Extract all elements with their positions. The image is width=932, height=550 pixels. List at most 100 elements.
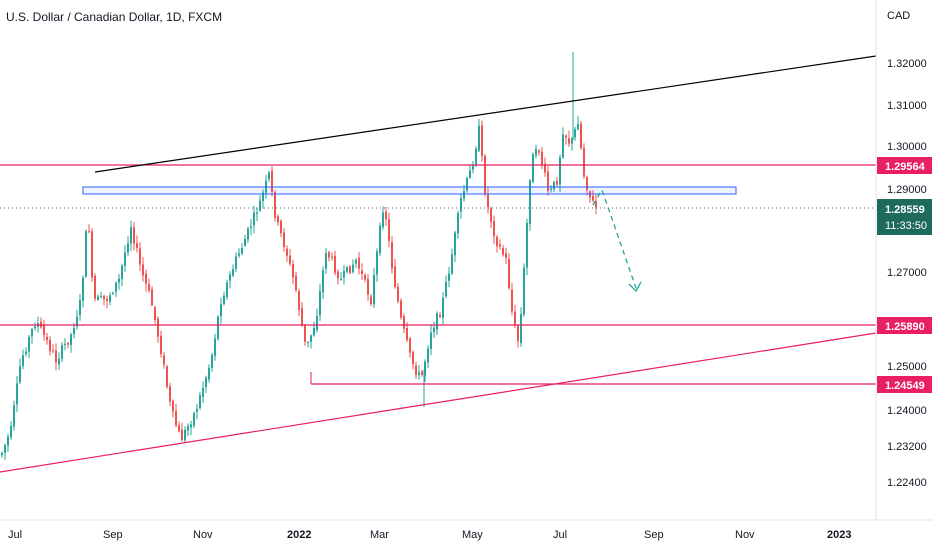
- current-price-badge-bg: [877, 199, 932, 235]
- candle-body: [580, 123, 582, 148]
- candle-body: [319, 290, 321, 316]
- candle-body: [235, 256, 237, 269]
- price-tick-label: 1.32000: [887, 58, 927, 70]
- projection-arrow[interactable]: [592, 188, 637, 289]
- candle-body: [526, 223, 528, 268]
- candle-body: [217, 316, 219, 339]
- candle-body: [514, 311, 516, 326]
- price-axis[interactable]: 1.32000 1.31000 1.30000 1.29000 1.27000 1.250…: [887, 58, 927, 489]
- resistance-zone[interactable]: [82, 186, 737, 195]
- candle-body: [88, 231, 90, 233]
- time-axis[interactable]: Jul Sep Nov 2022 Mar May Jul Sep Nov 2023: [8, 529, 851, 541]
- candle-body: [382, 212, 384, 228]
- candle-body: [187, 425, 189, 431]
- candle-body: [181, 429, 183, 441]
- candle-body: [193, 413, 195, 426]
- price-tick-label: 1.24000: [887, 405, 927, 417]
- candle-body: [412, 351, 414, 365]
- candle-body: [295, 275, 297, 290]
- candle-body: [397, 286, 399, 302]
- candle-body: [241, 247, 243, 254]
- candle-body: [112, 293, 114, 294]
- candle-body: [232, 269, 234, 276]
- candle-body: [502, 247, 504, 255]
- candle-body: [199, 395, 201, 408]
- candle-body: [325, 253, 327, 269]
- candle-body: [370, 296, 372, 304]
- candle-body: [367, 279, 369, 295]
- candle-body: [409, 338, 411, 353]
- candle-body: [172, 400, 174, 412]
- candle-body: [487, 194, 489, 208]
- candle-body: [469, 170, 471, 178]
- candle-body: [361, 270, 363, 274]
- candle-body: [340, 279, 342, 280]
- time-tick-label: 2023: [827, 529, 851, 541]
- candle-body: [304, 325, 306, 342]
- candle-body: [436, 313, 438, 330]
- candle-body: [121, 265, 123, 279]
- candle-body: [97, 296, 99, 300]
- candle-body: [85, 231, 87, 277]
- candle-body: [223, 295, 225, 304]
- candle-body: [418, 372, 420, 376]
- candle-body: [274, 192, 276, 218]
- time-tick-label: Jul: [8, 529, 22, 541]
- candle-body: [403, 316, 405, 329]
- candle-body: [442, 297, 444, 318]
- candle-body: [373, 274, 375, 305]
- candle-body: [493, 221, 495, 237]
- candle-body: [247, 228, 249, 240]
- candle-body: [166, 366, 168, 387]
- candle-body: [43, 325, 45, 336]
- candle-body: [556, 181, 558, 185]
- candle-body: [550, 188, 552, 190]
- price-tick-label: 1.29000: [887, 184, 927, 196]
- candle-body: [517, 326, 519, 342]
- candle-body: [178, 425, 180, 432]
- candle-body: [244, 239, 246, 246]
- candle-body: [298, 291, 300, 310]
- upper-trendline[interactable]: [94, 55, 877, 173]
- candle-body: [271, 170, 273, 192]
- candle-body: [346, 267, 348, 272]
- candle-body: [355, 259, 357, 264]
- candle-body: [262, 192, 264, 202]
- time-tick-label: Sep: [644, 529, 664, 541]
- candle-body: [100, 295, 102, 297]
- candle-body: [70, 334, 72, 345]
- candle-body: [106, 299, 108, 301]
- candle-body: [352, 264, 354, 272]
- candle-body: [25, 351, 27, 354]
- candle-body: [544, 163, 546, 173]
- lower-trendline[interactable]: [0, 332, 877, 473]
- candle-body: [175, 411, 177, 426]
- candle-body: [394, 266, 396, 287]
- candle-body: [220, 304, 222, 317]
- candle-body: [538, 150, 540, 153]
- candle-body: [286, 248, 288, 256]
- candle-body: [559, 157, 561, 185]
- level-badge-1-bg: [877, 157, 932, 174]
- level-badge-3-text: 1.24549: [885, 380, 925, 392]
- candle-body: [16, 383, 18, 405]
- level-badge-1-text: 1.29564: [885, 161, 926, 173]
- candle-body: [109, 295, 111, 302]
- drawings: [0, 55, 877, 473]
- level-badge-2-text: 1.25890: [885, 321, 925, 333]
- time-tick-label: May: [462, 529, 483, 541]
- candle-body: [583, 147, 585, 177]
- candle-body: [139, 248, 141, 265]
- candle-body: [28, 337, 30, 352]
- candle-body: [547, 171, 549, 191]
- candle-body: [58, 358, 60, 365]
- candle-body: [505, 253, 507, 258]
- candle-body: [316, 316, 318, 330]
- candle-body: [169, 386, 171, 402]
- candle-body: [127, 243, 129, 253]
- candle-body: [376, 251, 378, 275]
- candle-body: [385, 211, 387, 220]
- candle-body: [259, 200, 261, 211]
- level-badge-3: 1.24549: [877, 376, 932, 393]
